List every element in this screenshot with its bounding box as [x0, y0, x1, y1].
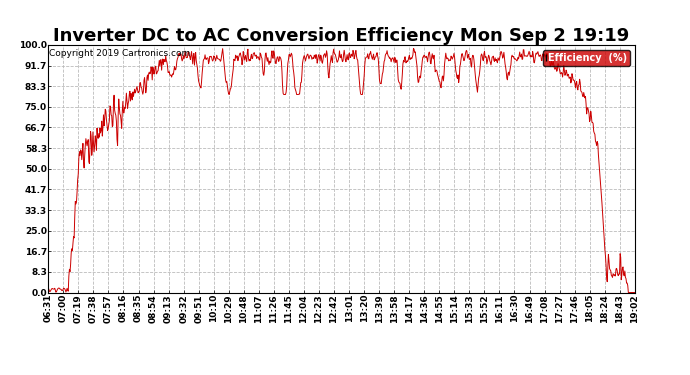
- Text: Copyright 2019 Cartronics.com: Copyright 2019 Cartronics.com: [49, 49, 190, 58]
- Legend: Efficiency  (%): Efficiency (%): [543, 50, 630, 66]
- Title: Inverter DC to AC Conversion Efficiency Mon Sep 2 19:19: Inverter DC to AC Conversion Efficiency …: [53, 27, 630, 45]
